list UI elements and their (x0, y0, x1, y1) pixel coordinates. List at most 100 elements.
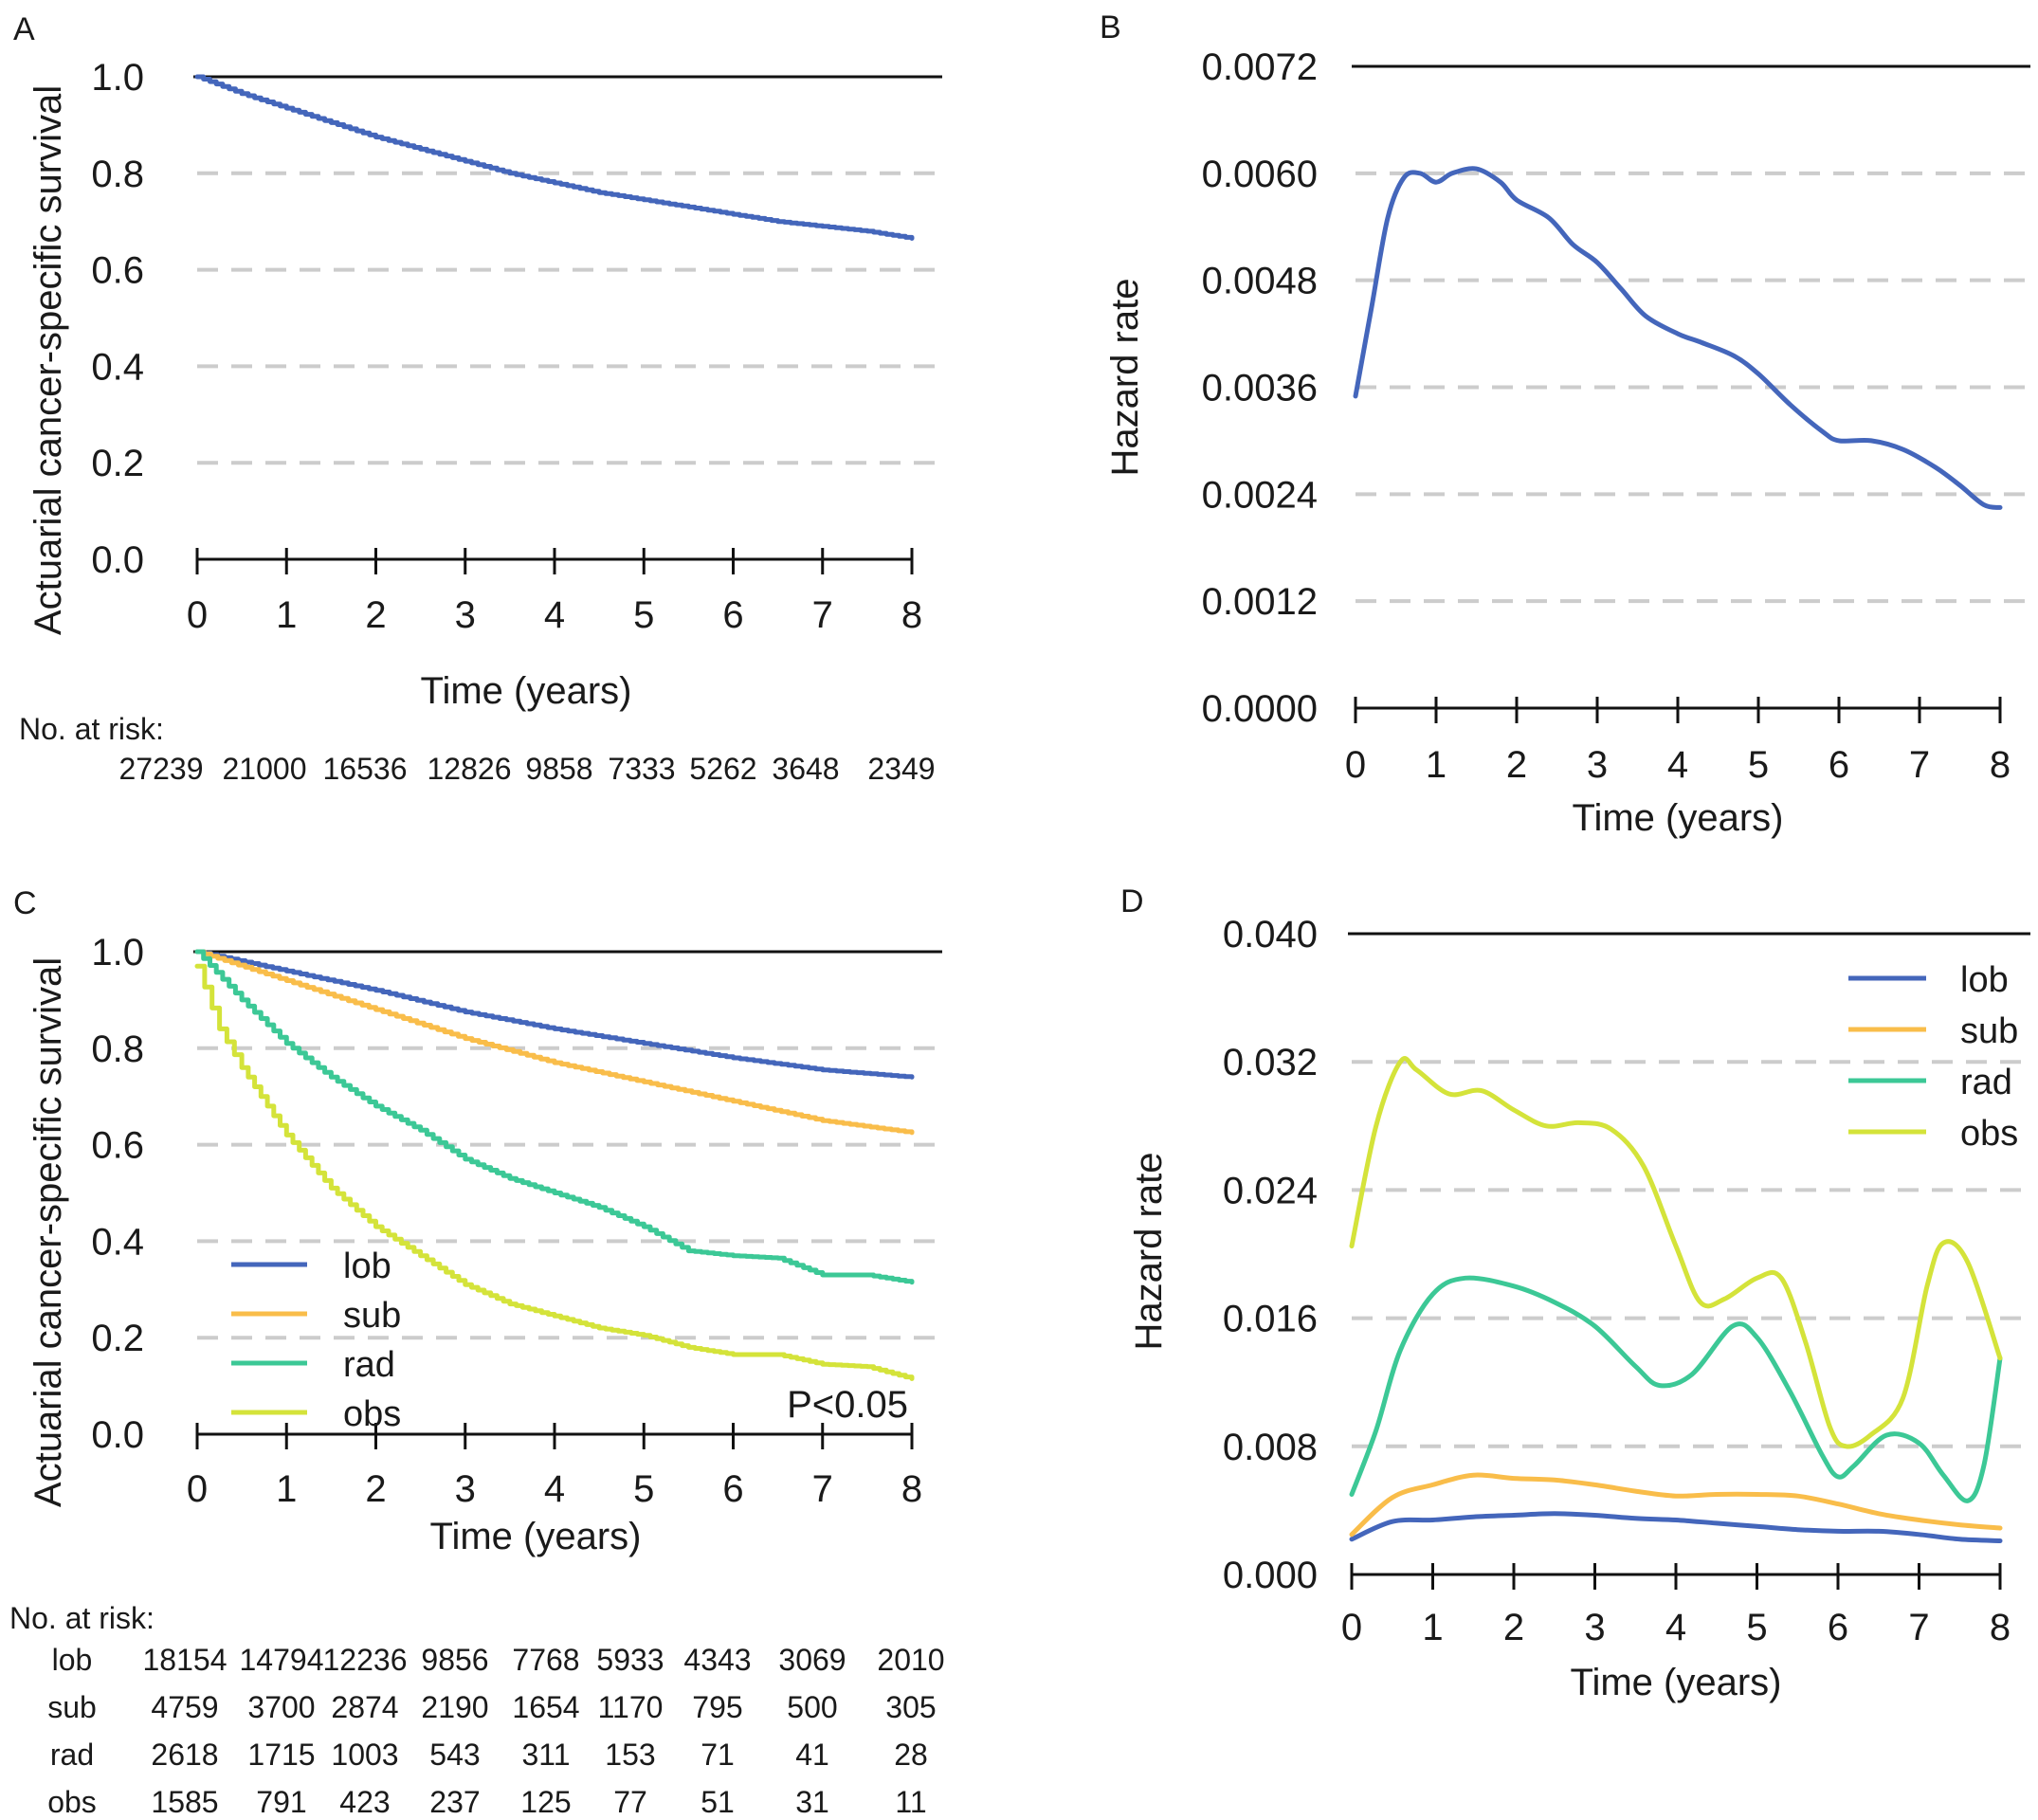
x-tick-label: 1 (1426, 744, 1447, 786)
x-tick-label: 7 (812, 594, 833, 636)
y-tick-label: 0.016 (1223, 1299, 1318, 1340)
x-tick-label: 5 (1746, 1607, 1767, 1648)
x-tick-label: 6 (722, 1468, 743, 1510)
y-tick-label: 1.0 (91, 57, 144, 99)
y-axis-title: Hazard rate (1128, 1153, 1170, 1351)
risk-value: 31 (795, 1785, 829, 1819)
panel-label: C (13, 885, 37, 921)
x-tick-label: 7 (1908, 1607, 1929, 1648)
series-line-rad (1349, 1275, 2003, 1503)
risk-value: 1003 (331, 1738, 398, 1772)
x-tick-label: 4 (544, 1468, 565, 1510)
risk-value: 18154 (143, 1643, 227, 1677)
risk-value: 3648 (772, 752, 839, 786)
x-tick-label: 6 (1828, 1607, 1848, 1648)
risk-value: 7333 (608, 752, 675, 786)
x-tick-label: 5 (633, 1468, 654, 1510)
x-tick-label: 1 (1422, 1607, 1443, 1648)
panel-label: B (1100, 9, 1121, 46)
risk-value: 2349 (867, 752, 935, 786)
legend-label-sub: sub (343, 1296, 401, 1336)
y-tick-label: 0.0060 (1202, 154, 1318, 195)
risk-value: 423 (339, 1785, 390, 1819)
x-tick-label: 3 (1584, 1607, 1605, 1648)
y-axis-title: Actuarial cancer-specific survival (27, 85, 69, 635)
risk-value: 311 (521, 1738, 570, 1772)
risk-value: 500 (787, 1690, 837, 1724)
y-tick-label: 0.8 (91, 154, 144, 195)
panel-d: D 0.000 0.008 0.016 0.024 0.032 0.040 0 1 2 3 4 5 6 7 8… (1120, 883, 2030, 1703)
x-tick-label: 7 (1909, 744, 1930, 786)
risk-value: 51 (701, 1785, 735, 1819)
series-line-lob (1349, 1511, 2003, 1543)
risk-value: 2010 (877, 1643, 944, 1677)
panel-a: A 0.0 0.2 0.4 0.6 0.8 1.0 0 1 2 3 4 5 6 7 8 Time (years)… (13, 11, 942, 786)
legend-label-sub: sub (1960, 1011, 2018, 1051)
y-tick-label: 0.0036 (1202, 368, 1318, 410)
panel-b: B 0.0000 0.0012 0.0024 0.0036 0.0048 0.0060 0.0… (1100, 9, 2030, 839)
risk-value: 791 (256, 1785, 306, 1819)
risk-value: 1170 (598, 1690, 664, 1724)
legend-label-lob: lob (1960, 960, 2009, 1000)
series-line-sub (1349, 1472, 2003, 1538)
x-tick-label: 8 (1990, 744, 2011, 786)
x-tick-label: 6 (1829, 744, 1849, 786)
x-tick-label: 8 (901, 594, 922, 636)
risk-row-label: rad (50, 1738, 94, 1772)
risk-value: 237 (429, 1785, 480, 1819)
risk-value: 16536 (323, 752, 408, 786)
risk-value: 1654 (512, 1690, 579, 1724)
y-tick-label: 0.0000 (1202, 688, 1318, 730)
y-tick-label: 0.0048 (1202, 261, 1318, 302)
risk-value: 2618 (151, 1738, 218, 1772)
risk-value: 41 (795, 1738, 829, 1772)
y-tick-label: 0.0 (91, 1414, 144, 1456)
x-tick-label: 7 (812, 1468, 833, 1510)
y-tick-label: 0.6 (91, 1125, 144, 1167)
risk-value: 14794 (240, 1643, 324, 1677)
x-tick-label: 2 (365, 1468, 386, 1510)
y-tick-label: 0.040 (1223, 914, 1318, 956)
x-tick-label: 2 (365, 594, 386, 636)
risk-row-label: sub (47, 1690, 97, 1724)
panel-label: A (13, 11, 35, 47)
x-tick-label: 6 (722, 594, 743, 636)
risk-value: 125 (520, 1785, 571, 1819)
risk-table-title: No. at risk: (9, 1601, 155, 1635)
series-line-obs (1349, 1056, 2003, 1449)
legend-label-obs: obs (1960, 1114, 2018, 1154)
risk-value: 11 (895, 1785, 926, 1819)
risk-value: 7768 (512, 1643, 579, 1677)
x-tick-label: 1 (276, 1468, 297, 1510)
x-tick-label: 3 (455, 594, 476, 636)
x-tick-label: 0 (187, 1468, 208, 1510)
x-tick-label: 5 (1748, 744, 1769, 786)
risk-row-label: lob (52, 1643, 93, 1677)
panel-label: D (1120, 883, 1144, 919)
x-tick-label: 4 (1667, 744, 1688, 786)
y-axis-title: Actuarial cancer-specific survival (27, 957, 69, 1507)
series-line-obs (194, 963, 915, 1381)
y-axis-title: Hazard rate (1104, 279, 1146, 477)
x-tick-label: 8 (901, 1468, 922, 1510)
y-tick-label: 0.024 (1223, 1170, 1318, 1211)
x-tick-label: 3 (1587, 744, 1608, 786)
y-tick-label: 0.4 (91, 1221, 144, 1263)
x-tick-label: 3 (455, 1468, 476, 1510)
x-tick-label: 5 (633, 594, 654, 636)
x-tick-label: 2 (1503, 1607, 1524, 1648)
panel-c: C 0.0 0.2 0.4 0.6 0.8 1.0 0 1 2 3 4 5 6 7 8 Time (years)… (9, 885, 945, 1819)
risk-value: 1715 (247, 1738, 315, 1772)
y-tick-label: 0.000 (1223, 1555, 1318, 1596)
y-tick-label: 1.0 (91, 932, 144, 974)
risk-value: 153 (605, 1738, 655, 1772)
x-tick-label: 8 (1990, 1607, 2011, 1648)
risk-value: 2190 (421, 1690, 488, 1724)
legend-label-rad: rad (343, 1345, 395, 1385)
series-line-sub (194, 949, 915, 1136)
series-line-rad (194, 949, 915, 1285)
risk-value: 4343 (683, 1643, 751, 1677)
risk-value: 795 (692, 1690, 742, 1724)
y-tick-label: 0.0012 (1202, 581, 1318, 623)
